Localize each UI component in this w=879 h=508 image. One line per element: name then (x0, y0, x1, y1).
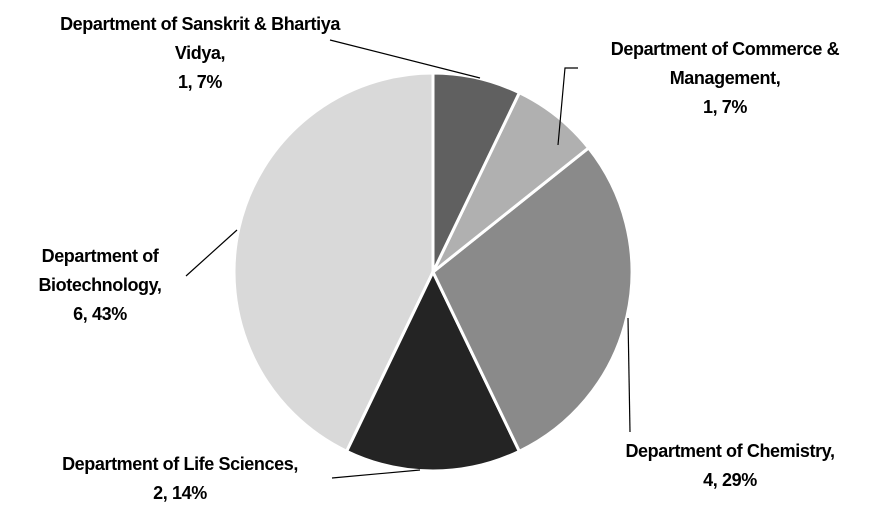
value-label: 4, 29% (703, 470, 757, 490)
data-label: Department of Life Sciences, 2, 14% (5, 450, 355, 508)
data-label: Department of Commerce & Management, 1, 7… (575, 35, 875, 122)
leader-line (329, 39, 481, 79)
pie-slice (431, 71, 522, 273)
category-label: Department of Sanskrit & Bhartiya Vidya, (60, 14, 340, 63)
value-label: 1, 7% (702, 97, 748, 117)
leader-line (331, 469, 421, 479)
pie-slice (232, 71, 435, 454)
pie-slice (431, 145, 634, 454)
pie-slice (344, 268, 522, 473)
data-label: Department of Biotechnology, 6, 43% (0, 242, 200, 329)
category-label: Department of Life Sciences, (62, 454, 298, 474)
category-label: Department of Biotechnology, (38, 246, 162, 295)
leader-line (185, 229, 238, 277)
data-label: Department of Sanskrit & Bhartiya Vidya,… (50, 10, 350, 97)
value-label: 2, 14% (153, 483, 207, 503)
value-label: 6, 43% (73, 304, 127, 324)
category-label: Department of Chemistry, (625, 441, 835, 461)
category-label: Department of Commerce & Management, (610, 39, 840, 88)
value-label: 1, 7% (177, 72, 223, 92)
leader-line (557, 67, 578, 146)
data-label: Department of Chemistry, 4, 29% (580, 437, 879, 495)
leader-line (627, 317, 631, 433)
